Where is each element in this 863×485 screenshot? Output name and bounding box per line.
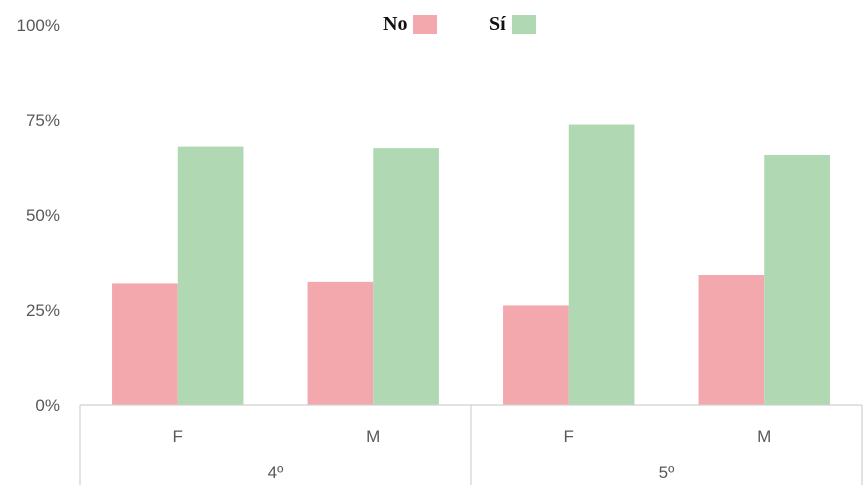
legend-swatch-no (413, 15, 438, 34)
x-tick-label: F (564, 427, 574, 446)
y-tick-label: 0% (35, 396, 60, 415)
legend-label-si: Sí (489, 13, 506, 35)
legend-swatch-si (511, 15, 536, 34)
bar-no-m (698, 275, 765, 405)
bar-si-f (568, 124, 635, 405)
bar-no-f (112, 283, 178, 405)
bar-si-m (764, 154, 830, 405)
x-tick-label: M (757, 427, 771, 446)
y-tick-label: 100% (17, 16, 60, 35)
y-tick-label: 25% (26, 301, 60, 320)
legend-item-si: Sí (489, 13, 536, 36)
y-tick-label: 50% (26, 206, 60, 225)
legend-item-no: No (383, 13, 438, 36)
x-tick-label: F (173, 427, 183, 446)
bar-si-m (373, 148, 439, 405)
x-tick-label: M (366, 427, 380, 446)
bar-si-f (177, 146, 244, 405)
bar-no-m (307, 281, 374, 405)
bar-no-f (503, 305, 569, 405)
group-label: 4º (268, 463, 284, 482)
legend-label-no: No (383, 13, 408, 35)
legend: No Sí (0, 13, 863, 43)
y-tick-label: 75% (26, 111, 60, 130)
group-label: 5º (659, 463, 675, 482)
